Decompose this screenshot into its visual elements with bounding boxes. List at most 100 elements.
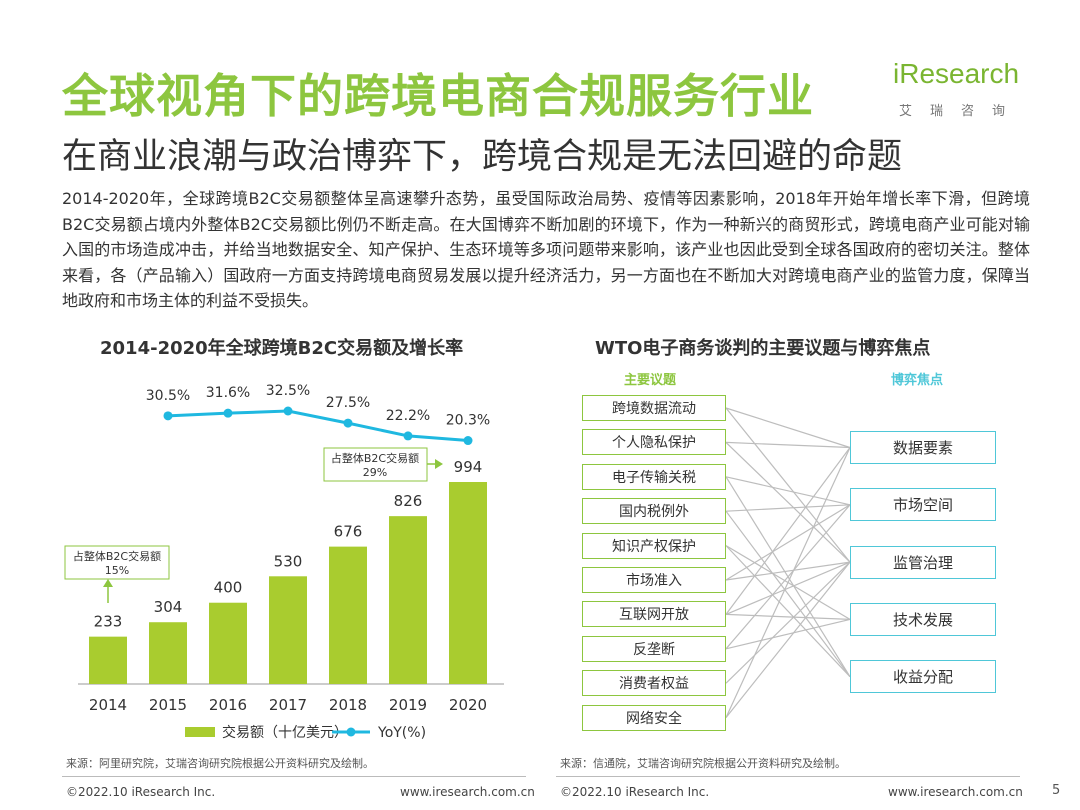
share-callout-arrowhead bbox=[435, 459, 443, 469]
share-callout-value: 29% bbox=[363, 466, 387, 479]
yoy-label: 32.5% bbox=[266, 383, 310, 399]
logo-chinese: 艾瑞咨询 bbox=[899, 104, 1024, 119]
topic-box: 电子传输关税 bbox=[582, 463, 726, 490]
source-left: 来源：阿里研究院，艾瑞咨询研究院根据公开资料研究及绘制。 bbox=[66, 757, 374, 770]
iresearch-logo: iResearch 艾瑞咨询 bbox=[893, 58, 1028, 122]
topic-focus-link bbox=[725, 476, 851, 506]
topic-focus-link bbox=[725, 407, 851, 563]
bar-label: 826 bbox=[394, 492, 423, 510]
topic-focus-link bbox=[725, 613, 851, 620]
share-callout-text: 占整体B2C交易额 bbox=[331, 451, 419, 465]
legend-line-label: YoY(%) bbox=[377, 725, 426, 741]
yoy-point bbox=[463, 436, 473, 446]
topic-focus-link bbox=[725, 510, 851, 678]
focus-box: 市场空间 bbox=[850, 488, 996, 522]
wto-diagram-title: WTO电子商务谈判的主要议题与博弈焦点 bbox=[595, 338, 931, 359]
x-tick-label: 2014 bbox=[89, 696, 127, 714]
bar-label: 530 bbox=[274, 552, 303, 570]
focus-box: 收益分配 bbox=[850, 660, 996, 694]
topic-focus-link bbox=[725, 441, 851, 563]
focus-box: 数据要素 bbox=[850, 431, 996, 464]
x-tick-label: 2018 bbox=[329, 696, 367, 714]
bar bbox=[209, 602, 247, 684]
legend-bar-label: 交易额（十亿美元） bbox=[222, 724, 348, 741]
yoy-point bbox=[343, 418, 353, 428]
yoy-point bbox=[163, 411, 173, 421]
focus-box: 监管治理 bbox=[850, 545, 996, 579]
page-subtitle: 在商业浪潮与政治博弈下，跨境合规是无法回避的命题 bbox=[62, 137, 903, 177]
topic-box: 互联网开放 bbox=[582, 601, 726, 628]
intro-paragraph: 2014-2020年，全球跨境B2C交易额整体呈高速攀升态势，虽受国际政治局势、… bbox=[62, 189, 1030, 310]
yoy-label: 20.3% bbox=[446, 413, 490, 429]
copyright-left: ©2022.10 iResearch Inc. bbox=[66, 785, 216, 799]
topic-box: 跨境数据流动 bbox=[582, 395, 726, 421]
share-callout-arrowhead bbox=[103, 579, 113, 587]
topic-box: 市场准入 bbox=[582, 567, 726, 593]
legend-bar-swatch bbox=[185, 727, 215, 737]
bar bbox=[329, 546, 367, 684]
x-tick-label: 2019 bbox=[389, 696, 427, 714]
b2c-chart: 233 2014 304 2015 400 2016 530 2017 676 2018 826 20… bbox=[64, 383, 504, 741]
yoy-label: 30.5% bbox=[146, 388, 190, 404]
topic-focus-link bbox=[725, 504, 851, 650]
topics-header: 主要议题 bbox=[624, 373, 677, 388]
logo-research: Research bbox=[899, 58, 1020, 89]
topic-focus-link bbox=[725, 561, 851, 718]
page-title: 全球视角下的跨境电商合规服务行业 bbox=[62, 69, 814, 123]
x-tick-label: 2016 bbox=[209, 696, 247, 714]
yoy-line bbox=[167, 409, 469, 443]
yoy-point bbox=[223, 408, 233, 418]
topic-focus-link bbox=[725, 561, 851, 615]
logo-wordmark: iResearch bbox=[893, 58, 1019, 90]
x-tick-label: 2017 bbox=[269, 696, 307, 714]
source-right: 来源：信通院，艾瑞咨询研究院根据公开资料研究及绘制。 bbox=[560, 757, 846, 770]
page-number: 5 bbox=[1052, 783, 1061, 798]
topic-box: 网络安全 bbox=[582, 704, 726, 731]
yoy-point bbox=[403, 431, 413, 441]
topic-box: 反垄断 bbox=[582, 635, 726, 662]
bar bbox=[89, 636, 127, 684]
topic-focus-link bbox=[725, 504, 851, 512]
topic-focus-link bbox=[725, 618, 851, 650]
bar bbox=[389, 516, 427, 684]
chart-title: 2014-2020年全球跨境B2C交易额及增长率 bbox=[100, 338, 464, 359]
bar-label: 233 bbox=[94, 613, 123, 631]
website-left: www.iresearch.com.cn bbox=[400, 785, 535, 799]
bar-label: 304 bbox=[154, 598, 183, 616]
topic-focus-link bbox=[725, 407, 851, 449]
yoy-point bbox=[283, 406, 293, 416]
yoy-label: 31.6% bbox=[206, 385, 250, 401]
legend-line-marker bbox=[346, 727, 356, 737]
topic-focus-link bbox=[725, 447, 851, 615]
bar-label: 676 bbox=[334, 523, 363, 541]
x-tick-label: 2015 bbox=[149, 696, 187, 714]
focus-header: 博弈焦点 bbox=[891, 373, 944, 388]
footer-divider-left bbox=[62, 776, 526, 777]
topic-box: 消费者权益 bbox=[582, 670, 726, 697]
topic-focus-link bbox=[725, 561, 851, 684]
yoy-label: 22.2% bbox=[386, 408, 430, 424]
bar bbox=[449, 482, 487, 684]
topic-focus-link bbox=[725, 504, 851, 581]
share-callout-box bbox=[64, 545, 170, 580]
x-tick-label: 2020 bbox=[449, 696, 487, 714]
copyright-right: ©2022.10 iResearch Inc. bbox=[560, 785, 710, 799]
focus-box: 技术发展 bbox=[850, 602, 996, 636]
website-right: www.iresearch.com.cn bbox=[888, 785, 1023, 799]
bar bbox=[269, 576, 307, 684]
bar-label: 400 bbox=[214, 579, 243, 597]
share-callout-text: 占整体B2C交易额 bbox=[73, 549, 161, 563]
topic-box: 知识产权保护 bbox=[582, 532, 726, 559]
bar bbox=[149, 622, 187, 684]
yoy-label: 27.5% bbox=[326, 395, 370, 411]
topic-box: 个人隐私保护 bbox=[582, 429, 726, 456]
topic-focus-link bbox=[725, 447, 851, 718]
logo-i: i bbox=[893, 58, 900, 89]
share-callout-value: 15% bbox=[105, 564, 129, 577]
topic-box: 国内税例外 bbox=[582, 498, 726, 525]
footer-divider-right bbox=[556, 776, 1020, 777]
topic-focus-link bbox=[725, 561, 851, 581]
bar-label: 994 bbox=[454, 458, 483, 476]
topic-focus-link bbox=[725, 441, 851, 449]
